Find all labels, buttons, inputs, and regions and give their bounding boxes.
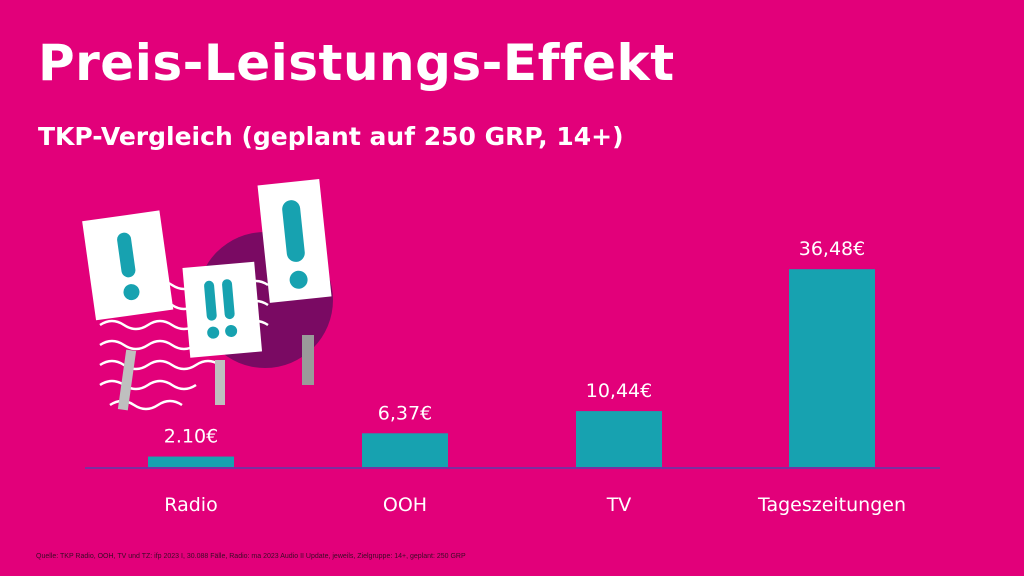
- bar-tageszeitungen: [789, 269, 875, 468]
- value-label-radio: 2.10€: [164, 426, 218, 448]
- bar-ooh: [362, 433, 448, 468]
- page-subtitle: TKP-Vergleich (geplant auf 250 GRP, 14+): [38, 122, 624, 151]
- bar-tv: [576, 411, 662, 468]
- value-label-ooh: 6,37€: [378, 402, 432, 424]
- category-label-ooh: OOH: [383, 494, 427, 516]
- value-label-tv: 10,44€: [586, 380, 652, 402]
- category-label-tv: TV: [606, 494, 632, 516]
- exclamation-signs-icon: [82, 179, 333, 411]
- bar-radio: [148, 456, 234, 468]
- category-label-tageszeitungen: Tageszeitungen: [757, 494, 906, 516]
- page-title: Preis-Leistungs-Effekt: [38, 34, 675, 92]
- source-note: Quelle: TKP Radio, OOH, TV und TZ: ifp 2…: [36, 553, 466, 560]
- value-label-tageszeitungen: 36,48€: [799, 238, 865, 260]
- category-label-radio: Radio: [164, 494, 217, 516]
